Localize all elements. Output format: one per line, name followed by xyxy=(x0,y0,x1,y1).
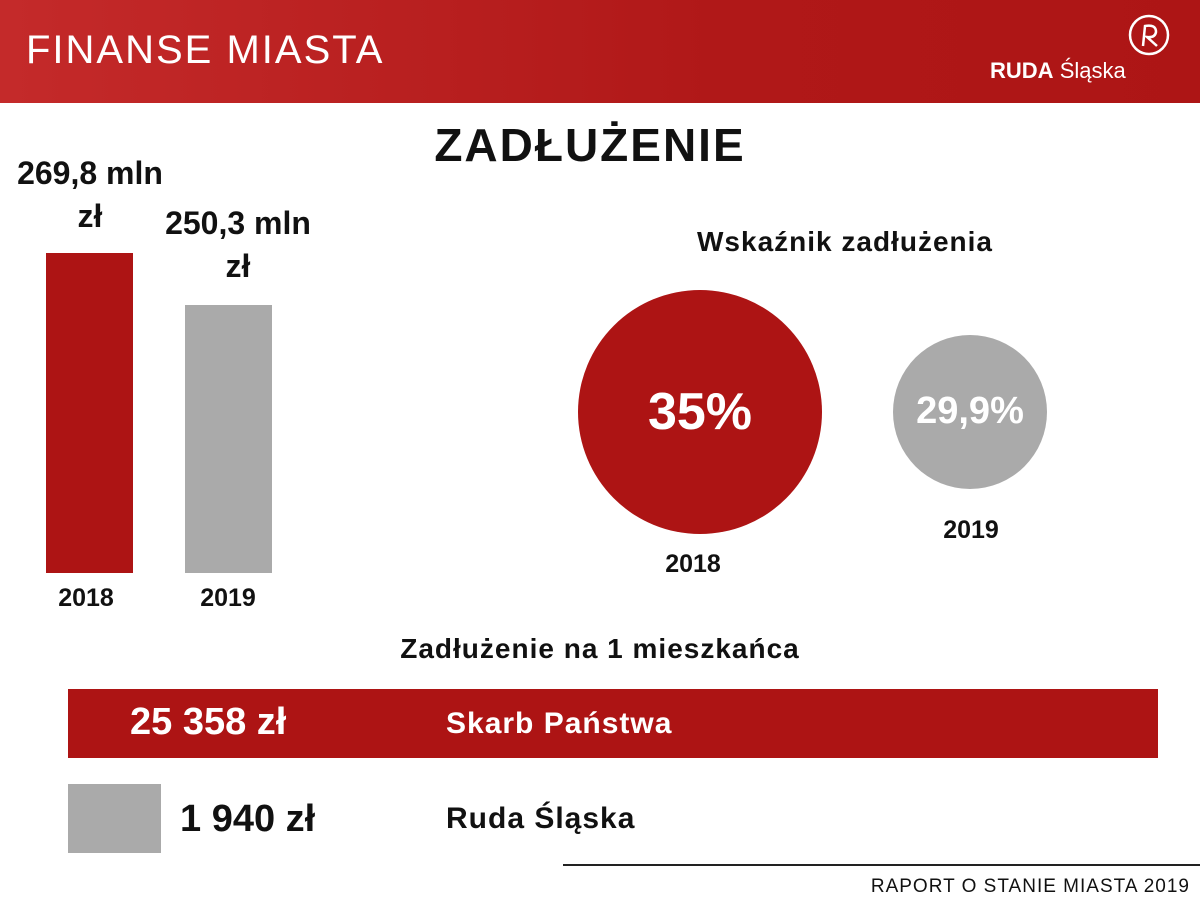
ratio-circle-2018: 35% xyxy=(578,290,822,534)
ratio-year-2019: 2019 xyxy=(943,516,999,544)
bar-year-2019: 2019 xyxy=(200,584,256,612)
ratio-value-2018: 35% xyxy=(647,383,753,441)
per-capita-row-state: 25 358 zł Skarb Państwa xyxy=(68,689,1158,758)
header-title: FINANSE MIASTA xyxy=(26,28,385,72)
state-debt-value: 25 358 zł xyxy=(130,701,287,743)
ratio-title: Wskaźnik zadłużenia xyxy=(697,226,993,257)
ratio-value-2019: 29,9% xyxy=(916,390,1024,433)
footer-divider xyxy=(563,864,1200,866)
per-capita-title: Zadłużenie na 1 mieszkańca xyxy=(400,633,800,664)
city-debt-value: 1 940 zł xyxy=(180,798,316,840)
bar-2019 xyxy=(185,305,272,573)
main-title: ZADŁUŻENIE xyxy=(434,119,746,171)
bar-value-label-2018: 269,8 mln zł xyxy=(17,155,163,234)
ratio-circle-2019: 29,9% xyxy=(892,334,1048,490)
logo-text: RUDA Śląska xyxy=(990,58,1126,84)
bar-2018 xyxy=(46,253,133,573)
bar-value-label-2019: 250,3 mln zł xyxy=(165,205,311,284)
header: FINANSE MIASTA RUDA Śląska xyxy=(0,0,1200,103)
footer-text: RAPORT O STANIE MIASTA 2019 xyxy=(870,876,1190,897)
city-debt-label: Ruda Śląska xyxy=(446,802,636,835)
state-debt-label: Skarb Państwa xyxy=(446,707,673,740)
city-color-swatch xyxy=(68,784,161,853)
city-logo-icon xyxy=(1128,14,1170,56)
bar-year-2018: 2018 xyxy=(58,584,114,612)
ratio-year-2018: 2018 xyxy=(665,550,721,578)
logo-bold: RUDA xyxy=(990,58,1054,83)
logo-regular: Śląska xyxy=(1059,58,1126,83)
